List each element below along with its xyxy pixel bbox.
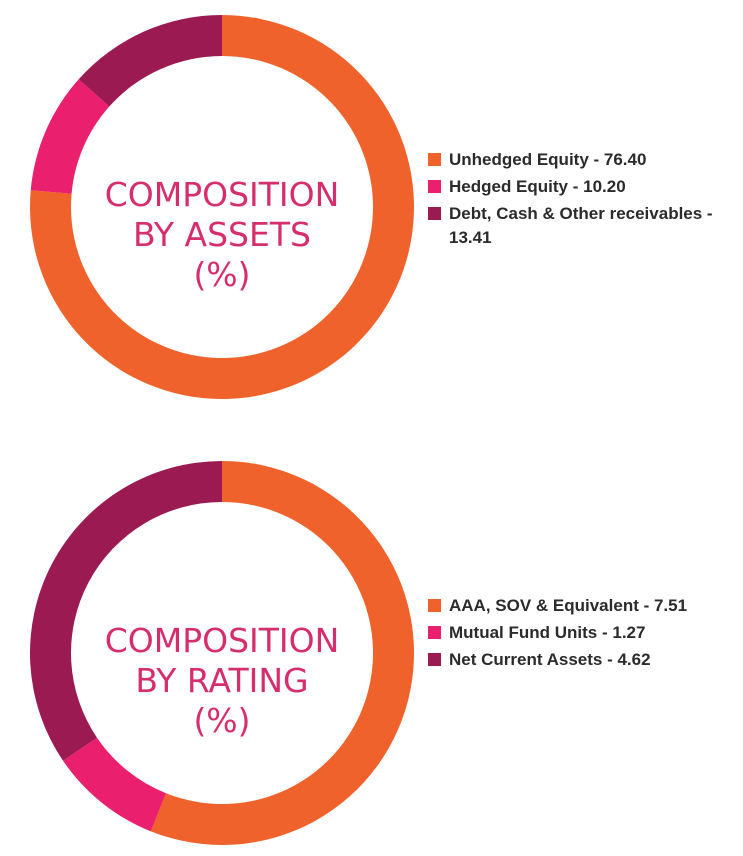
rating-title-line-2: BY RATING: [135, 661, 309, 700]
assets-legend-item-hedged: Hedged Equity - 10.20: [428, 175, 733, 199]
rating-title-line-1: COMPOSITION: [104, 621, 340, 660]
donut-slice-1: [150, 461, 415, 845]
assets-donut: [30, 15, 415, 399]
rating-center-title: COMPOSITION BY RATING (%): [92, 621, 352, 741]
rating-legend-item-aaa: AAA, SOV & Equivalent - 7.51: [428, 594, 733, 618]
assets-legend: Unhedged Equity - 76.40 Hedged Equity - …: [428, 148, 733, 253]
composition-by-assets-chart: COMPOSITION BY ASSETS (%) Unhedged Equit…: [0, 0, 743, 400]
rating-legend-item-net-current: Net Current Assets - 4.62: [428, 648, 733, 672]
donut-slice-2: [63, 737, 167, 832]
donut-slice-3: [29, 461, 222, 761]
legend-swatch: [428, 626, 441, 639]
assets-title-line-2: BY ASSETS: [133, 215, 311, 254]
assets-title-line-3: (%): [193, 255, 251, 294]
assets-center-title: COMPOSITION BY ASSETS (%): [92, 175, 352, 295]
legend-swatch: [428, 207, 441, 220]
composition-by-rating-chart: COMPOSITION BY RATING (%) AAA, SOV & Equ…: [0, 446, 743, 846]
legend-label: Hedged Equity - 10.20: [449, 177, 626, 196]
legend-swatch: [428, 153, 441, 166]
legend-swatch: [428, 599, 441, 612]
legend-label: AAA, SOV & Equivalent - 7.51: [449, 596, 688, 615]
legend-swatch: [428, 653, 441, 666]
legend-label: Unhedged Equity - 76.40: [449, 150, 647, 169]
assets-title-line-1: COMPOSITION: [104, 175, 340, 214]
donut-slice-2: [30, 79, 110, 194]
rating-legend-item-mutual-fund: Mutual Fund Units - 1.27: [428, 621, 733, 645]
assets-legend-item-debt: Debt, Cash & Other receivables - 13.41: [428, 202, 733, 250]
rating-title-line-3: (%): [193, 701, 251, 740]
legend-label: Mutual Fund Units - 1.27: [449, 623, 646, 642]
legend-label: Debt, Cash & Other receivables - 13.41: [449, 204, 713, 247]
donut-slice-3: [78, 15, 222, 107]
assets-legend-item-unhedged: Unhedged Equity - 76.40: [428, 148, 733, 172]
legend-swatch: [428, 180, 441, 193]
legend-label: Net Current Assets - 4.62: [449, 650, 651, 669]
rating-legend: AAA, SOV & Equivalent - 7.51 Mutual Fund…: [428, 594, 733, 675]
rating-donut: [29, 461, 415, 845]
